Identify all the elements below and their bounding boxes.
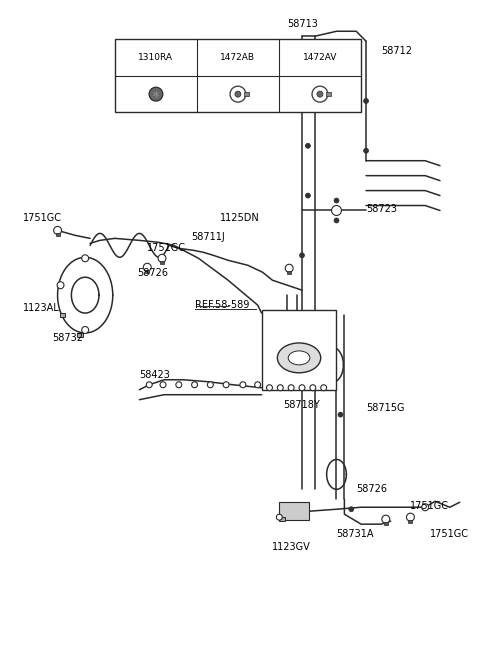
Circle shape [230,86,246,102]
Circle shape [332,205,341,215]
Circle shape [158,255,166,262]
Text: 58711J: 58711J [192,232,225,242]
Circle shape [334,218,339,223]
Circle shape [277,385,283,391]
Bar [279,517,285,521]
Text: 1751GC: 1751GC [410,501,449,511]
Text: 1751GC: 1751GC [430,529,469,539]
Circle shape [317,91,323,97]
Circle shape [57,281,64,289]
Text: 1123AL: 1123AL [23,303,60,313]
Text: 1125DN: 1125DN [220,213,260,224]
Text: 1123GV: 1123GV [273,542,311,552]
Bar [145,270,149,274]
Circle shape [310,385,316,391]
Circle shape [321,385,327,391]
Bar [279,502,309,520]
Bar [244,92,249,96]
Bar [384,522,388,525]
Circle shape [240,382,246,388]
Circle shape [255,382,261,388]
Text: 58423: 58423 [139,370,170,380]
Circle shape [149,87,163,101]
Circle shape [422,504,429,511]
Bar [77,333,83,337]
Circle shape [223,382,229,388]
Circle shape [300,253,304,258]
Circle shape [382,515,390,523]
Text: 58732: 58732 [53,333,84,343]
Text: 58713: 58713 [287,19,318,30]
Circle shape [235,91,241,97]
Circle shape [276,514,282,520]
Circle shape [54,226,61,234]
Circle shape [364,148,369,154]
Circle shape [407,513,414,521]
Bar [326,92,331,96]
Text: 58723: 58723 [366,203,397,213]
Text: 1310RA: 1310RA [138,53,173,62]
Circle shape [176,382,182,388]
Ellipse shape [277,343,321,373]
Circle shape [299,385,305,391]
Circle shape [288,385,294,391]
Circle shape [349,506,354,512]
Text: 1472AV: 1472AV [303,53,337,62]
Circle shape [305,94,311,98]
Text: 1472AB: 1472AB [220,53,255,62]
Bar [115,39,361,112]
Circle shape [364,98,369,104]
Bar [56,234,60,236]
Circle shape [266,385,273,391]
Circle shape [334,198,339,203]
Bar [60,313,65,317]
Text: 58715G: 58715G [366,403,405,413]
Circle shape [144,263,151,271]
Circle shape [146,382,152,388]
Circle shape [82,327,89,333]
Text: 58726: 58726 [137,268,168,278]
Circle shape [338,412,343,417]
Text: REF.58-589: REF.58-589 [194,300,249,310]
Circle shape [82,255,89,262]
Bar [160,261,164,264]
Text: 58712: 58712 [381,46,412,56]
Circle shape [305,193,311,198]
Circle shape [160,382,166,388]
Ellipse shape [288,351,310,365]
Text: 58726: 58726 [356,484,387,495]
Text: 58718Y: 58718Y [283,400,320,410]
Text: 1751GC: 1751GC [23,213,62,224]
Circle shape [285,264,293,272]
Bar [287,271,291,274]
Circle shape [207,382,213,388]
Circle shape [312,86,328,102]
Text: 1751GC: 1751GC [147,243,186,253]
Bar [408,520,412,523]
Bar [262,310,336,390]
Circle shape [192,382,198,388]
Text: 58731A: 58731A [336,529,374,539]
Circle shape [305,143,311,148]
